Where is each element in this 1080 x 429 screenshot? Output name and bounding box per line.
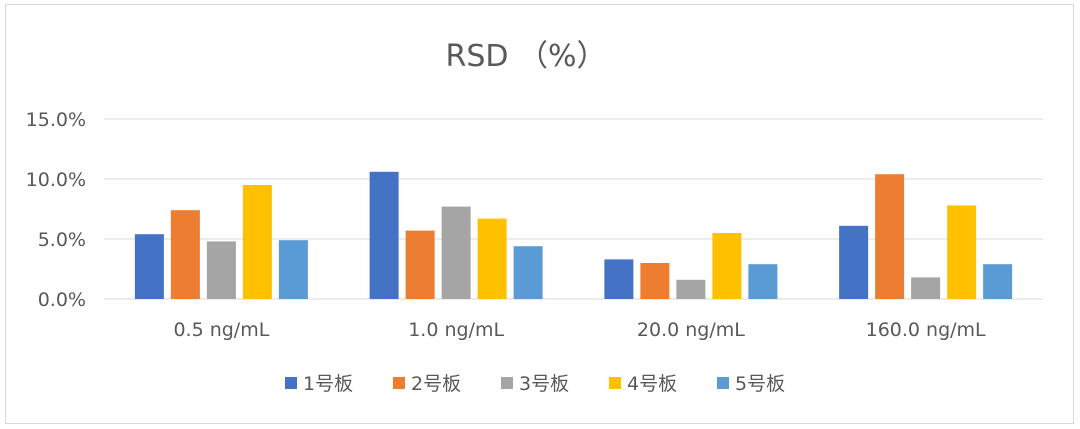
bar-1-1 <box>134 234 164 299</box>
bar-5-3 <box>748 264 778 299</box>
chart-title: RSD （%） <box>445 39 606 74</box>
y-tick-label: 0.0% <box>38 289 86 311</box>
bar-4-1 <box>242 185 272 299</box>
bar-1-4 <box>839 225 869 299</box>
bar-2-2 <box>405 230 435 299</box>
legend-swatch <box>393 377 405 389</box>
y-axis-tick-labels: 0.0% 5.0% 10.0% 15.0% <box>26 109 86 311</box>
bar-4-4 <box>947 205 977 299</box>
legend-swatch <box>717 377 729 389</box>
bar-3-4 <box>911 277 941 299</box>
x-tick-label: 160.0 ng/mL <box>866 319 986 341</box>
bar-2-1 <box>170 210 200 299</box>
bar-1-3 <box>604 259 634 299</box>
legend-label: 5号板 <box>735 373 785 395</box>
bar-5-2 <box>513 246 543 299</box>
bar-5-4 <box>983 264 1013 299</box>
legend-swatch <box>609 377 621 389</box>
bar-3-2 <box>441 206 471 299</box>
bar-3-1 <box>206 241 236 299</box>
legend-label: 3号板 <box>519 373 569 395</box>
bar-1-2 <box>369 171 399 299</box>
bar-2-4 <box>875 174 905 299</box>
legend-swatch <box>501 377 513 389</box>
legend-label: 2号板 <box>411 373 461 395</box>
legend-label: 1号板 <box>303 373 353 395</box>
bar-4-3 <box>712 233 742 299</box>
legend: 1号板 2号板 3号板 4号板 5号板 <box>285 373 785 395</box>
x-tick-label: 1.0 ng/mL <box>408 319 504 341</box>
bar-5-1 <box>278 240 308 299</box>
x-tick-label: 0.5 ng/mL <box>173 319 269 341</box>
bar-2-3 <box>640 263 670 299</box>
x-tick-label: 20.0 ng/mL <box>637 319 745 341</box>
bars <box>134 171 1013 299</box>
bar-4-2 <box>477 218 507 299</box>
legend-swatch <box>285 377 297 389</box>
bar-3-3 <box>676 279 706 299</box>
y-tick-label: 5.0% <box>38 229 86 251</box>
x-axis-tick-labels: 0.5 ng/mL 1.0 ng/mL 20.0 ng/mL 160.0 ng/mL <box>173 319 986 341</box>
y-tick-label: 15.0% <box>26 109 86 131</box>
y-tick-label: 10.0% <box>26 169 86 191</box>
legend-label: 4号板 <box>627 373 677 395</box>
